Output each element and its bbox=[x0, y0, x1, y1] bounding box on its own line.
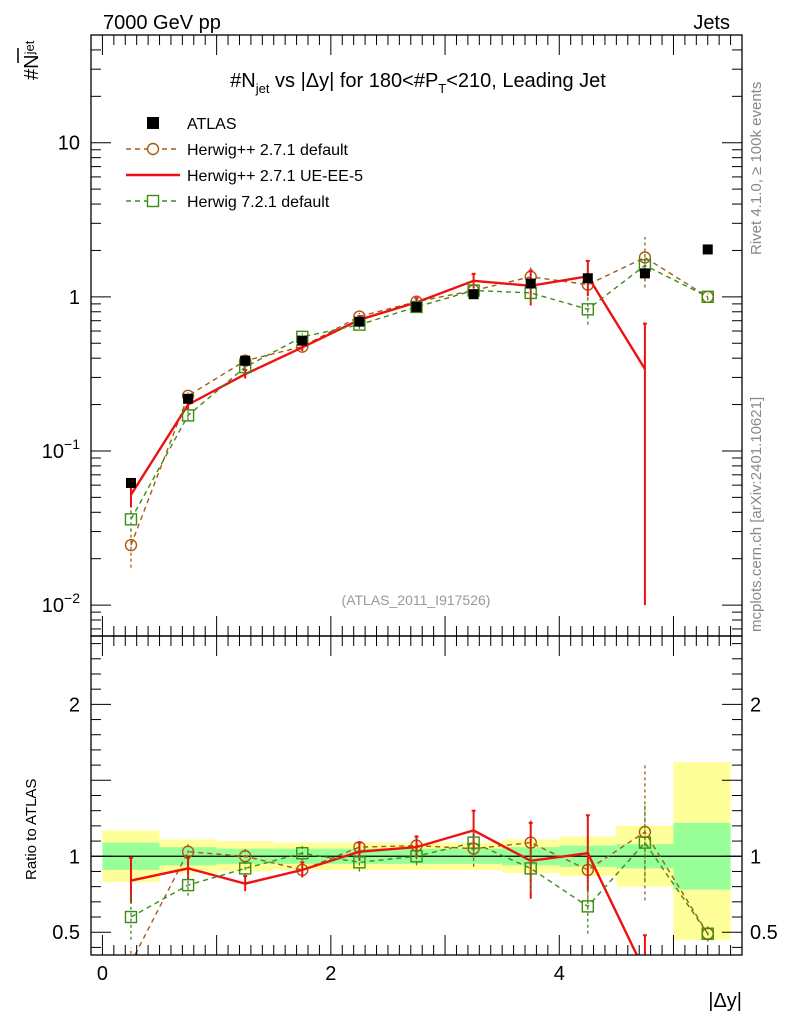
ratio-ylabel: Ratio to ATLAS bbox=[23, 779, 40, 880]
ratio-solid-line bbox=[130, 829, 639, 955]
main-circle-dashed-series bbox=[124, 236, 714, 568]
header-right: Jets bbox=[693, 12, 730, 34]
atlas-data-point bbox=[468, 289, 479, 300]
legend: ATLAS Herwig++ 2.7.1 default Herwig++ 2.7.… bbox=[126, 116, 363, 211]
main-plot-area: 10 1 10−1 10−2 bbox=[42, 34, 743, 637]
atlas-data-point bbox=[183, 393, 194, 404]
legend-item: Herwig 7.2.1 default bbox=[126, 194, 330, 211]
ratio-square-dashed-point bbox=[467, 836, 480, 849]
legend-label: Herwig 7.2.1 default bbox=[187, 194, 330, 211]
main-circle-dashed-point bbox=[638, 251, 652, 264]
atlas-data-point bbox=[582, 273, 593, 284]
main-square-dashed-point bbox=[181, 409, 195, 422]
main-square-dashed-point bbox=[410, 300, 423, 314]
ytick-label: 10−2 bbox=[42, 590, 80, 617]
main-title: #Njet vs |Δy| for 180<#PT<210, Leading J… bbox=[230, 70, 606, 96]
ratio-ytick-label-right: 1 bbox=[750, 846, 761, 868]
main-solid-line bbox=[129, 274, 646, 496]
ratio-circle-dashed-line bbox=[134, 831, 709, 955]
svg-text:#Njet vs |Δy| for 180<#PT<210,: #Njet vs |Δy| for 180<#PT<210, Leading J… bbox=[230, 70, 606, 96]
ratio-ytick-label-right: 2 bbox=[750, 694, 761, 716]
ratio-plot-area: 0 2 4 2 2 1 1 0.5 0.5 bbox=[52, 35, 778, 985]
ratio-ytick-label: 1 bbox=[69, 846, 80, 868]
ratio-solid-series bbox=[128, 809, 647, 955]
legend-marker bbox=[146, 142, 160, 156]
main-square-dashed-series bbox=[124, 253, 714, 532]
ratio-square-dashed-point bbox=[701, 927, 714, 940]
legend-label: ATLAS bbox=[187, 116, 237, 133]
main-circle-dashed-point bbox=[124, 538, 138, 552]
main-square-dashed-point bbox=[124, 513, 138, 526]
legend-label: Herwig++ 2.7.1 UE-EE-5 bbox=[187, 168, 363, 185]
ratio-square-dashed-point bbox=[581, 900, 595, 913]
ratio-circle-dashed-point bbox=[125, 957, 136, 968]
main-solid-series bbox=[128, 259, 647, 606]
mcplots-label: mcplots.cern.ch [arXiv:2401.10621] bbox=[748, 397, 765, 632]
xaxis-ticks: 0 2 4 bbox=[97, 35, 732, 985]
ratio-square-dashed-point bbox=[238, 862, 252, 875]
legend-marker bbox=[147, 117, 159, 129]
main-square-dashed-point bbox=[581, 303, 595, 316]
xaxis-label: |Δy| bbox=[708, 990, 742, 1012]
ratio-yaxis-ticks: 2 2 1 1 0.5 0.5 bbox=[52, 643, 778, 948]
ratio-square-dashed-point bbox=[410, 850, 423, 863]
main-ylabel: #Njet bbox=[17, 40, 43, 80]
xtick-label: 0 bbox=[97, 963, 108, 985]
main-square-dashed-point bbox=[701, 290, 714, 304]
atlas-data-point bbox=[297, 335, 308, 346]
ratio-square-dashed-point bbox=[181, 878, 195, 892]
legend-item: Herwig++ 2.7.1 UE-EE-5 bbox=[126, 168, 363, 185]
rivet-label: Rivet 4.1.0, ≥ 100k events bbox=[748, 82, 765, 255]
legend-label: Herwig++ 2.7.1 default bbox=[187, 142, 349, 159]
ratio-square-dashed-point bbox=[638, 836, 652, 849]
ratio-square-dashed-point bbox=[524, 862, 537, 875]
ytick-label: 1 bbox=[69, 287, 80, 309]
atlas-data-point bbox=[411, 301, 422, 312]
ratio-square-dashed-point bbox=[296, 847, 309, 860]
header-left: 7000 GeV pp bbox=[103, 12, 221, 34]
ratio-ytick-label: 0.5 bbox=[52, 922, 80, 944]
atlas-data-point bbox=[125, 477, 136, 488]
analysis-watermark: (ATLAS_2011_I917526) bbox=[342, 592, 491, 608]
xtick-label: 2 bbox=[325, 963, 336, 985]
ratio-square-dashed-point bbox=[124, 910, 138, 924]
ytick-label: 10 bbox=[58, 133, 80, 155]
ratio-square-dashed-point bbox=[353, 856, 366, 869]
legend-marker bbox=[146, 194, 160, 208]
main-circle-dashed-point bbox=[701, 290, 714, 304]
atlas-data-series bbox=[125, 244, 713, 488]
ratio-ytick-label-right: 0.5 bbox=[750, 922, 778, 944]
svg-text:#Njet: #Njet bbox=[21, 40, 43, 80]
main-square-dashed-line bbox=[130, 264, 709, 520]
legend-item: ATLAS bbox=[147, 116, 237, 133]
atlas-data-point bbox=[354, 316, 365, 327]
ratio-square-dashed-line bbox=[130, 841, 709, 935]
main-circle-dashed-point bbox=[238, 354, 252, 367]
legend-item: Herwig++ 2.7.1 default bbox=[126, 142, 349, 159]
atlas-data-point bbox=[240, 355, 251, 366]
atlas-data-point bbox=[639, 268, 650, 279]
ratio-square-dashed-series bbox=[124, 804, 714, 942]
atlas-data-point bbox=[525, 278, 536, 289]
ratio-ytick-label: 2 bbox=[69, 694, 80, 716]
ytick-label: 10−1 bbox=[42, 436, 80, 463]
xtick-label: 4 bbox=[554, 963, 565, 985]
atlas-data-point bbox=[702, 244, 713, 255]
main-yaxis-ticks: 10 1 10−1 10−2 bbox=[42, 34, 742, 630]
